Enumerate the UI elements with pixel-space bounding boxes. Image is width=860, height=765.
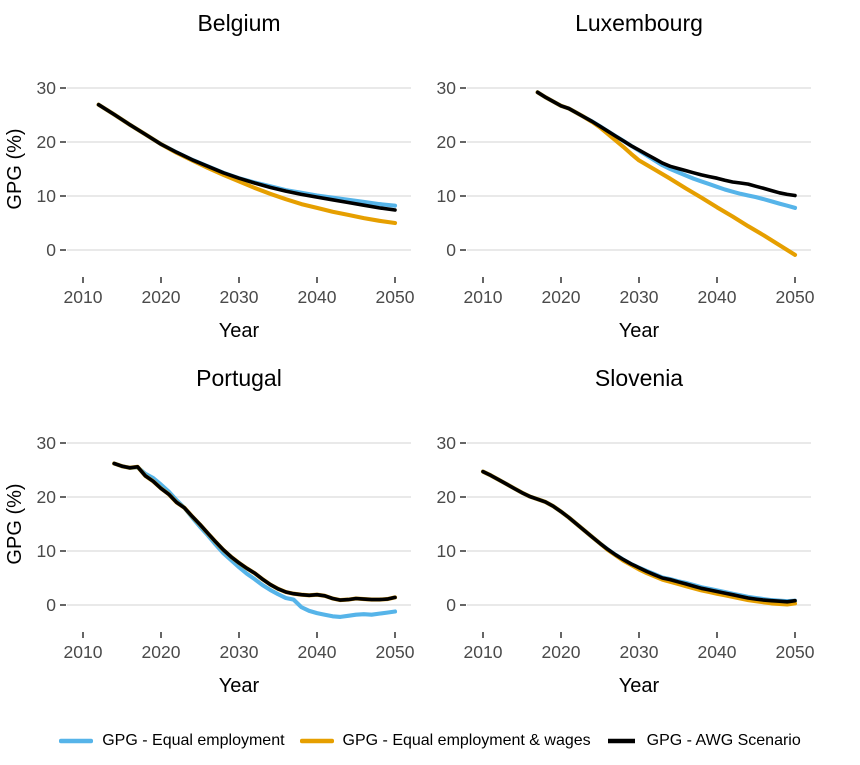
y-tick-label: 30 [37,433,57,453]
legend-item-awg-scenario: GPG - AWG Scenario [606,732,801,750]
legend-key-equal-employment [59,738,94,743]
x-tick-label: 2050 [376,642,415,662]
y-tick-label: 20 [37,132,57,152]
legend-item-equal-employment-wages: GPG - Equal employment & wages [299,731,591,750]
chart-slovenia: 0 10 20 30 2010 2020 2030 2040 2050 Slovenia Year [430,355,860,710]
x-tick-label: 2040 [698,287,737,307]
series-line-gpg-awg-scenario [96,102,397,212]
x-tick-label: 2040 [298,287,337,307]
y-tick-label: 0 [46,595,56,615]
x-axis-title: Year [619,675,660,697]
legend-label-awg-scenario: GPG - AWG Scenario [646,731,801,749]
series-line-gpg-equal-employment-wages [535,90,798,257]
x-tick-label: 2050 [776,287,815,307]
x-tick-label: 2050 [776,642,815,662]
chart-title: Luxembourg [575,10,703,36]
x-tick-label: 2020 [142,287,181,307]
series-line-gpg-equal-employment [112,461,398,619]
x-tick-label: 2030 [220,287,259,307]
y-tick-label: 0 [46,240,56,260]
series-line-gpg-awg-scenario [481,469,797,604]
series-line-gpg-awg-scenario [535,90,797,198]
series-line-gpg-equal-employment [535,90,798,210]
series-line-gpg-awg-scenario [112,461,397,602]
legend-item-equal-employment: GPG - Equal employment [59,731,285,750]
y-tick-label: 10 [37,541,57,561]
x-axis-title: Year [219,675,260,697]
y-axis-title: GPG (%) [4,483,26,564]
x-tick-label: 2030 [620,642,659,662]
series-line-gpg-equal-employment-wages [480,469,798,607]
x-tick-label: 2030 [220,642,259,662]
y-tick-label: 0 [446,595,456,615]
series-line-gpg-equal-employment [96,102,398,208]
series-line-gpg-equal-employment-wages [96,102,398,226]
y-tick-label: 30 [37,78,57,98]
x-tick-label: 2020 [542,287,581,307]
chart-belgium: 0 10 20 30 2010 2020 2030 2040 2050 Belgium Year GP… [0,0,430,355]
chart-title: Belgium [197,10,280,36]
y-tick-label: 30 [437,78,457,98]
y-tick-label: 20 [437,487,457,507]
x-tick-label: 2010 [464,287,503,307]
x-tick-label: 2010 [64,642,103,662]
x-tick-label: 2050 [376,287,415,307]
charts-grid: 0 10 20 30 2010 2020 2030 2040 2050 Belgium Year GP… [0,0,860,710]
y-tick-label: 20 [437,132,457,152]
y-tick-label: 10 [437,541,457,561]
x-tick-label: 2010 [464,642,503,662]
x-axis-title: Year [619,320,660,342]
x-tick-label: 2030 [620,287,659,307]
chart-luxembourg: 0 10 20 30 2010 2020 2030 2040 2050 Luxembourg Yea… [430,0,860,355]
x-tick-label: 2020 [542,642,581,662]
chart-title: Portugal [196,365,282,391]
y-tick-label: 10 [437,186,457,206]
x-axis-title: Year [219,320,260,342]
y-axis-title: GPG (%) [4,128,26,209]
series-line-gpg-equal-employment [480,469,798,604]
legend-label-equal-employment-wages: GPG - Equal employment & wages [342,731,591,749]
x-tick-label: 2020 [142,642,181,662]
y-tick-label: 30 [437,433,457,453]
x-tick-label: 2040 [698,642,737,662]
legend-label-equal-employment: GPG - Equal employment [102,731,285,749]
y-tick-label: 10 [37,186,57,206]
x-tick-label: 2040 [298,642,337,662]
legend: GPG - Equal employment GPG - Equal emplo… [0,710,860,765]
legend-key-awg-scenario [607,738,635,743]
chart-title: Slovenia [595,365,683,391]
y-tick-label: 0 [446,240,456,260]
legend-key-equal-employment-wages [299,738,334,743]
y-tick-label: 20 [37,487,57,507]
chart-portugal: 0 10 20 30 2010 2020 2030 2040 2050 Portugal Year G… [0,355,430,710]
x-tick-label: 2010 [64,287,103,307]
